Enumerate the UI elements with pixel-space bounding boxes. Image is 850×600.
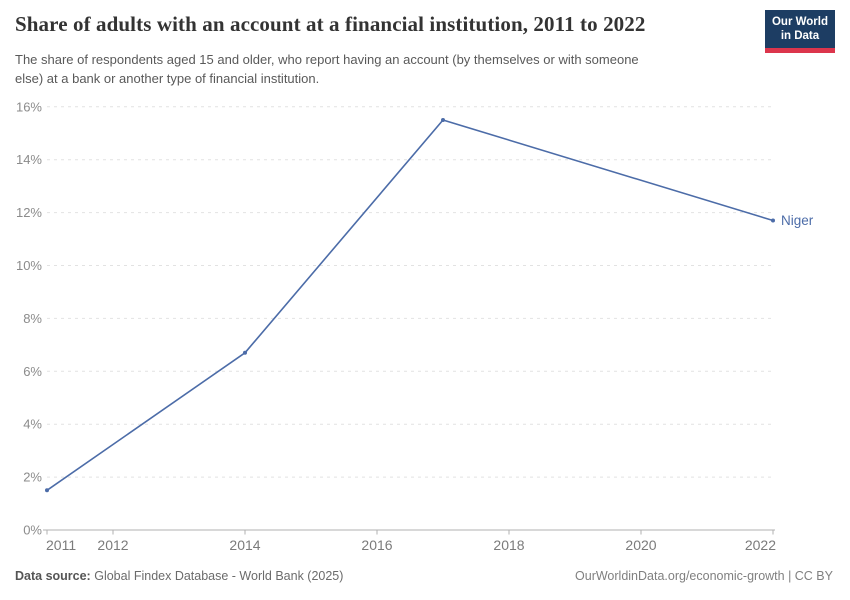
y-axis-tick-label: 12%: [16, 205, 42, 220]
data-point[interactable]: [45, 488, 49, 493]
data-source-label: Data source:: [15, 569, 91, 583]
data-source-text: Global Findex Database - World Bank (202…: [94, 569, 344, 583]
y-axis-tick-label: 6%: [23, 364, 42, 379]
data-point[interactable]: [441, 118, 445, 122]
data-point[interactable]: [243, 350, 247, 355]
chart-title: Share of adults with an account at a fin…: [15, 12, 646, 36]
chart-subtitle-line-1: The share of respondents aged 15 and old…: [15, 52, 639, 67]
x-axis-tick-label: 2020: [625, 537, 656, 553]
footer-credit-link[interactable]: OurWorldinData.org/economic-growth | CC …: [575, 569, 833, 583]
y-axis-tick-label: 4%: [23, 417, 42, 432]
y-axis-tick-label: 8%: [23, 311, 42, 326]
owid-logo-line-1: Our World: [771, 16, 828, 28]
series-label[interactable]: Niger: [781, 213, 814, 228]
owid-logo-line-2: in Data: [780, 29, 820, 42]
x-axis-tick-label: 2022: [745, 537, 776, 553]
data-line-niger[interactable]: [46, 119, 774, 491]
owid-logo[interactable]: Our World in Data: [764, 10, 835, 53]
x-axis-tick-label: 2011: [46, 537, 76, 553]
data-source: Data source: Global Findex Database - Wo…: [15, 569, 343, 583]
data-point[interactable]: [771, 218, 775, 223]
y-axis-tick-label: 14%: [16, 152, 42, 167]
x-axis-tick-label: 2014: [229, 537, 260, 553]
chart-subtitle: The share of respondents aged 15 and old…: [15, 50, 639, 88]
x-axis-tick-label: 2016: [361, 537, 392, 553]
y-axis-tick-label: 2%: [23, 470, 42, 485]
chart-subtitle-line-2: else) at a bank or another type of finan…: [15, 71, 320, 86]
x-axis-tick-label: 2012: [97, 537, 128, 553]
y-axis-tick-label: 10%: [16, 258, 42, 273]
x-axis-tick-label: 2018: [493, 537, 524, 553]
y-axis-tick-label: 0%: [23, 523, 42, 538]
y-axis-tick-label: 16%: [16, 99, 42, 114]
